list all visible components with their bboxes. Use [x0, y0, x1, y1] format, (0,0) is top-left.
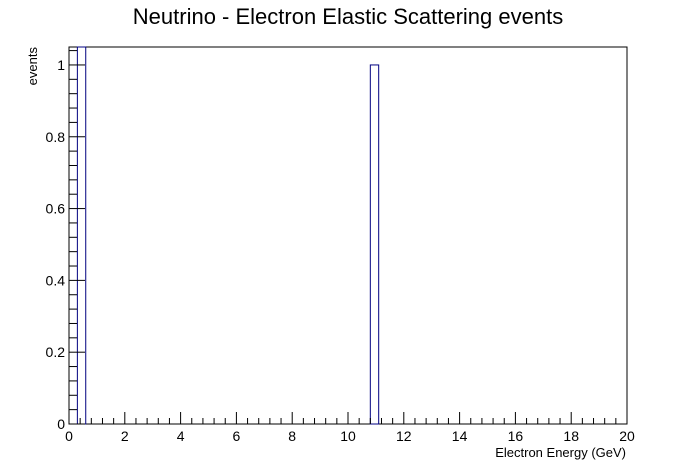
x-tick-label: 18 — [563, 428, 579, 444]
histogram-bin-1 — [369, 64, 380, 425]
x-tick-label: 10 — [340, 428, 356, 444]
x-tick-label: 4 — [177, 428, 185, 444]
chart-title: Neutrino - Electron Elastic Scattering e… — [133, 4, 563, 29]
x-tick-label: 2 — [121, 428, 129, 444]
y-tick-label: 0.2 — [46, 344, 66, 360]
plot-frame — [68, 46, 628, 425]
x-tick-label: 12 — [396, 428, 412, 444]
y-tick-label: 0.6 — [46, 201, 66, 217]
x-tick-label: 0 — [65, 428, 73, 444]
x-tick-label: 6 — [233, 428, 241, 444]
x-tick-label: 20 — [619, 428, 635, 444]
y-axis-label: events — [25, 47, 40, 86]
histogram-bin-0 — [76, 46, 87, 425]
y-tick-label: 0.8 — [46, 129, 66, 145]
y-tick-label: 0.4 — [46, 272, 66, 288]
x-tick-label: 14 — [452, 428, 468, 444]
x-tick-label: 16 — [508, 428, 524, 444]
y-tick-label: 0 — [57, 416, 65, 432]
y-tick-label: 1 — [57, 57, 65, 73]
x-axis-label: Electron Energy (GeV) — [495, 445, 626, 460]
x-tick-label: 8 — [288, 428, 296, 444]
